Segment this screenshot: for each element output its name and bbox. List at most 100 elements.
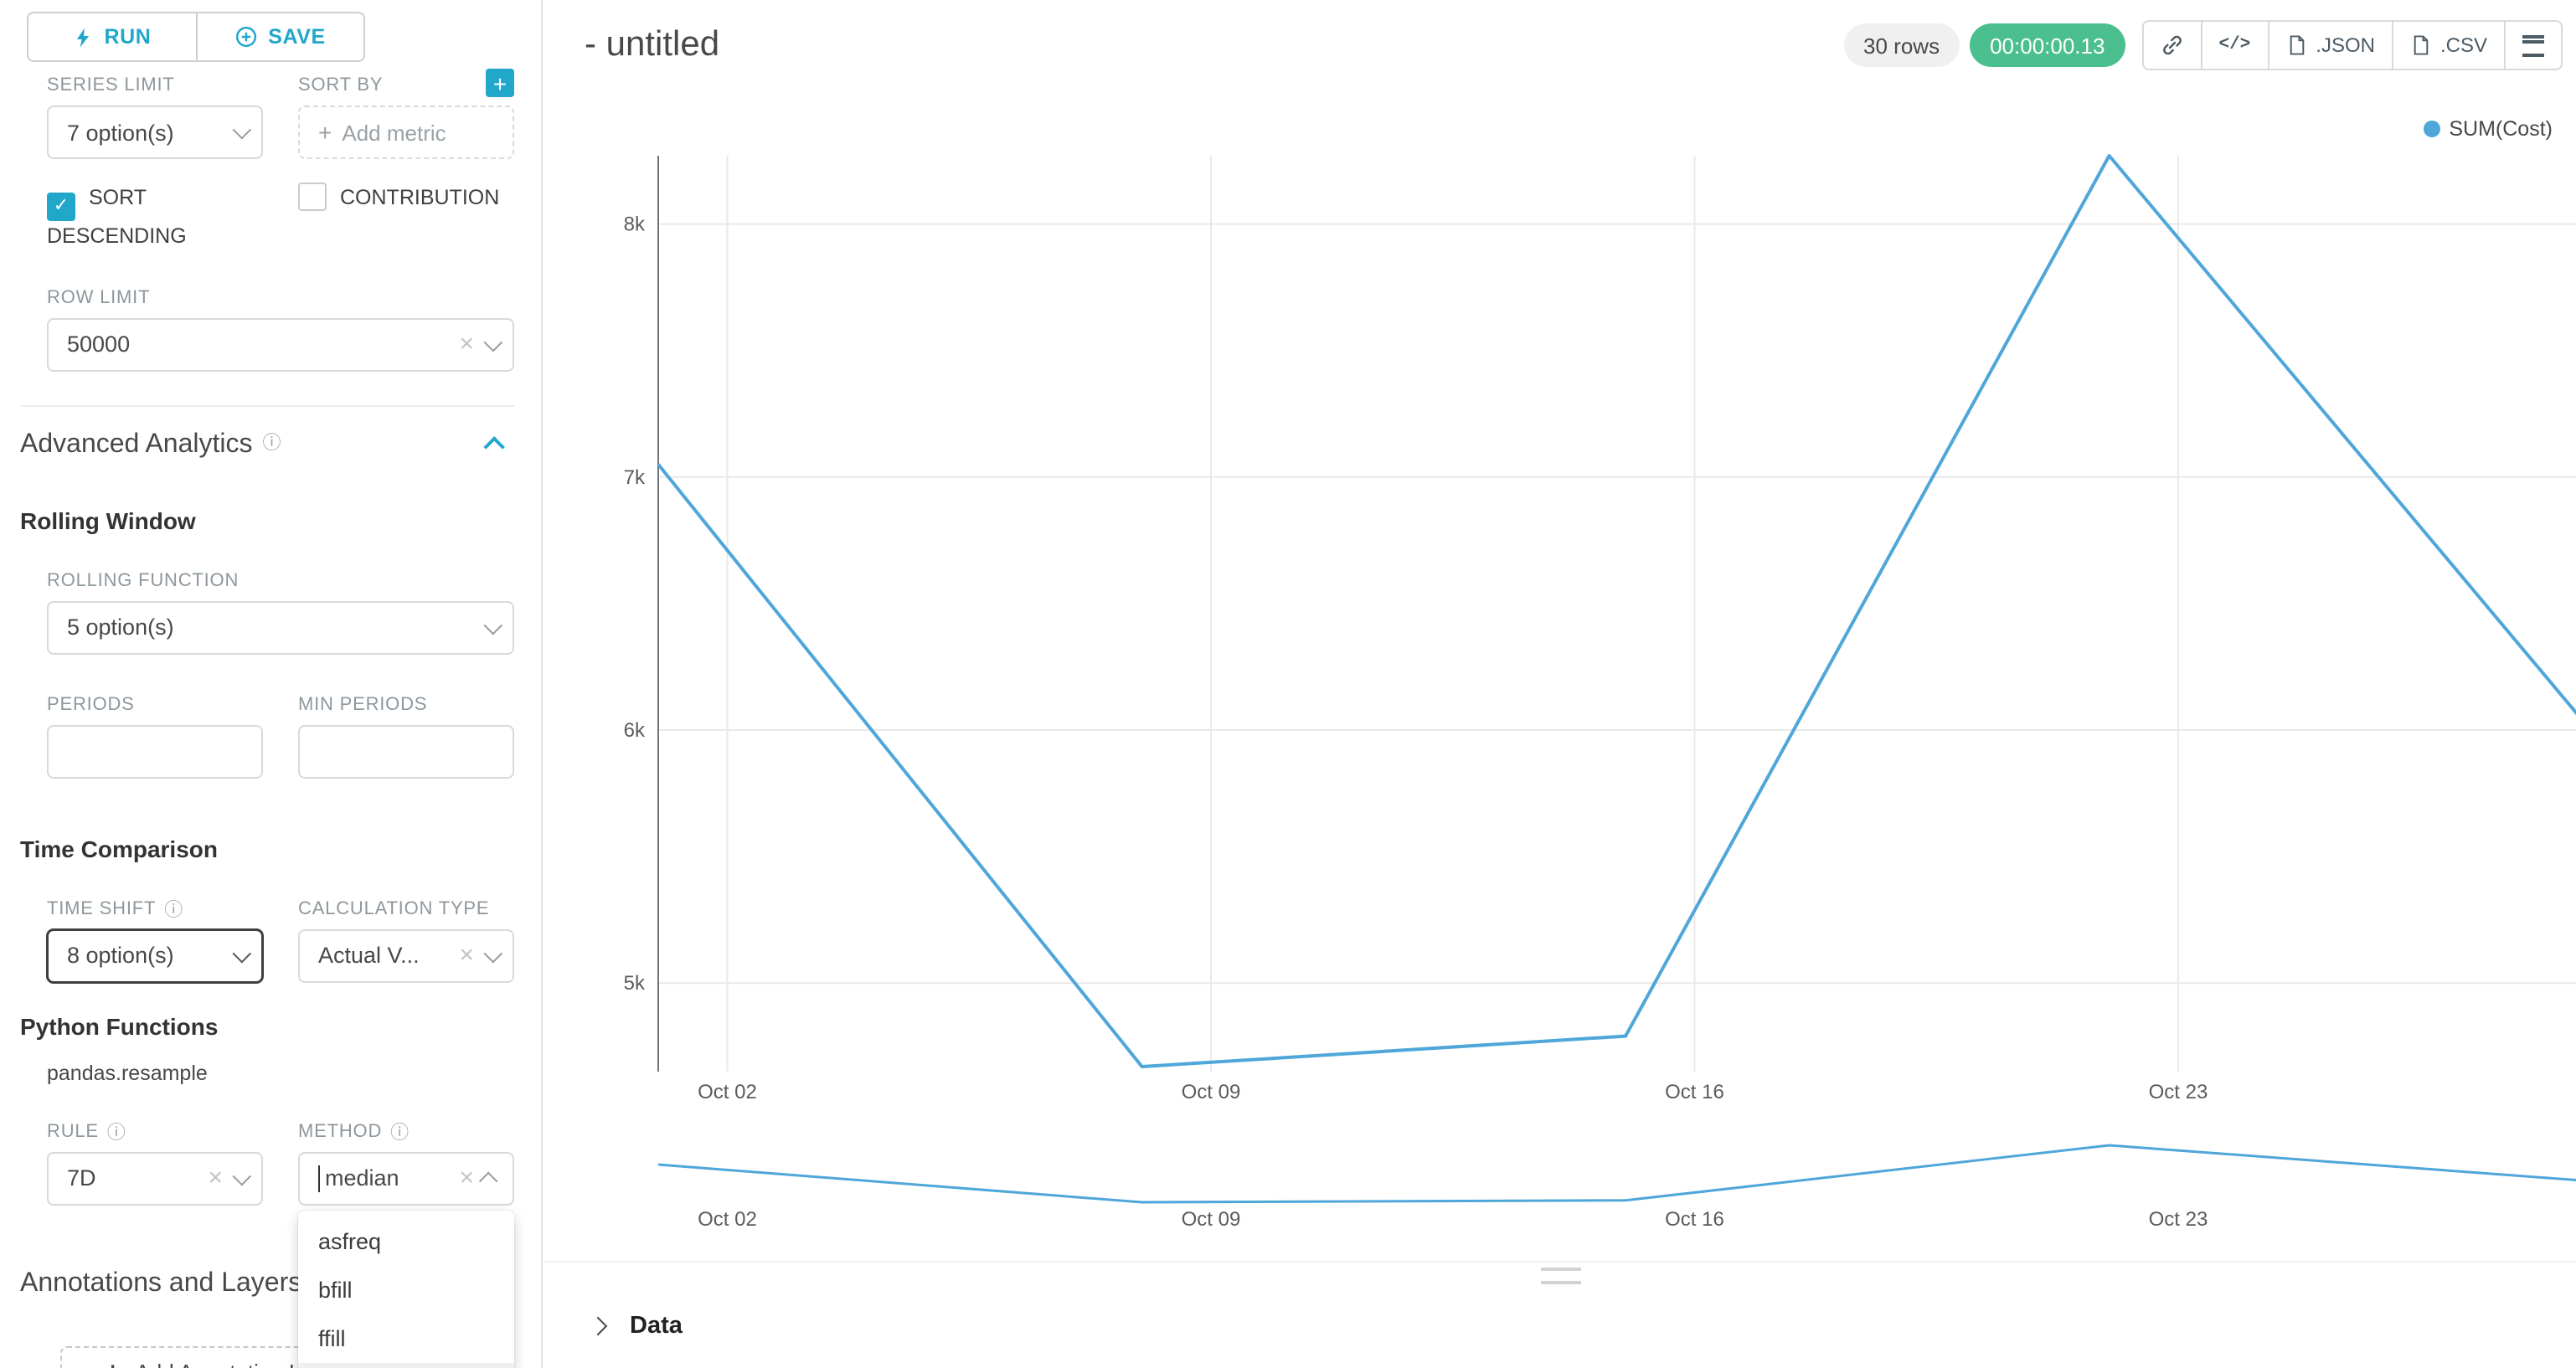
rolling-function-select[interactable]: 5 option(s) <box>47 600 514 654</box>
method-select[interactable]: median × <box>298 1151 514 1205</box>
y-tick-label: 6k <box>624 719 646 742</box>
advanced-analytics-title: Advanced Analytics <box>20 429 253 458</box>
rolling-function-value: 5 option(s) <box>67 615 174 640</box>
collapse-chevron-icon[interactable] <box>483 436 505 458</box>
x-tick-label: Oct 02 <box>698 1081 757 1103</box>
menu-item-ffill[interactable]: ffill <box>318 1325 346 1350</box>
contribution-checkbox[interactable]: CONTRIBUTION <box>298 183 514 250</box>
chart-zoom-preview[interactable]: Oct 02 Oct 09 Oct 16 Oct 23 <box>544 1125 2576 1239</box>
menu-item-bfill[interactable]: bfill <box>318 1277 353 1302</box>
time-shift-select[interactable]: 8 option(s) <box>47 928 263 982</box>
clear-icon[interactable]: × <box>459 941 474 969</box>
preview-x-tick-label: Oct 09 <box>1182 1208 1241 1231</box>
add-annotation-layer-label: Add Annotation Layer <box>135 1359 343 1368</box>
run-button-label: RUN <box>104 25 152 49</box>
sort-by-placeholder: Add metric <box>342 120 446 145</box>
copy-link-button[interactable] <box>2141 20 2202 70</box>
text-cursor <box>318 1165 320 1191</box>
annotations-header[interactable]: Annotations and Layers <box>20 1265 514 1302</box>
panel-resizer[interactable] <box>544 1261 2576 1284</box>
checkbox-icon: ✓ <box>47 192 75 220</box>
control-panel: RUN SAVE SERIES LIMIT 7 option(s) <box>0 0 543 1368</box>
chart-title[interactable]: - untitled <box>585 25 720 64</box>
export-json-button[interactable]: .JSON <box>2267 20 2393 70</box>
menu-item-median[interactable]: median <box>298 1362 514 1368</box>
export-json-label: .JSON <box>2316 33 2375 57</box>
rolling-window-title: Rolling Window <box>20 507 196 533</box>
advanced-analytics-header[interactable]: Advanced Analytics ⓘ <box>20 426 514 463</box>
rule-value: 7D <box>67 1165 96 1191</box>
time-shift-value: 8 option(s) <box>67 943 174 968</box>
min-periods-input[interactable] <box>298 724 514 778</box>
row-count-badge: 30 rows <box>1843 23 1960 67</box>
info-icon: ⓘ <box>390 1123 410 1143</box>
periods-label: PERIODS <box>47 694 135 714</box>
chart-panel: - untitled 30 rows 00:00:00.13 </> <box>544 0 2576 1368</box>
chevron-down-icon <box>232 943 252 963</box>
menu-item-asfreq[interactable]: asfreq <box>318 1228 382 1253</box>
clear-icon[interactable]: × <box>459 1164 474 1192</box>
chart-header-actions: 30 rows 00:00:00.13 </> <box>1843 20 2563 70</box>
time-shift-label: TIME SHIFT <box>47 898 157 918</box>
preview-x-tick-label: Oct 02 <box>698 1208 757 1231</box>
preview-x-tick-label: Oct 16 <box>1665 1208 1724 1231</box>
chevron-up-icon <box>478 1170 498 1191</box>
series-limit-label: SERIES LIMIT <box>47 75 175 95</box>
run-save-toolbar: RUN SAVE <box>27 12 365 62</box>
periods-input[interactable] <box>47 724 263 778</box>
drag-handle-icon <box>1540 1268 1580 1284</box>
preview-series-line <box>657 1144 2576 1204</box>
plus-circle-icon <box>236 26 257 48</box>
min-periods-label: MIN PERIODS <box>298 694 428 714</box>
series-limit-select[interactable]: 7 option(s) <box>47 105 263 159</box>
x-tick-label: Oct 16 <box>1665 1081 1724 1103</box>
run-button[interactable]: RUN <box>28 13 197 60</box>
row-limit-label: ROW LIMIT <box>47 287 151 307</box>
x-tick-label: Oct 23 <box>2149 1081 2208 1103</box>
link-icon <box>2162 35 2182 55</box>
chevron-down-icon <box>232 120 252 140</box>
legend-dot-icon <box>2424 121 2441 137</box>
sort-by-label: SORT BY <box>298 75 384 95</box>
row-limit-select[interactable]: 50000 × <box>47 317 514 371</box>
plus-icon: + <box>318 119 332 146</box>
method-label: METHOD <box>298 1121 383 1141</box>
embed-code-button[interactable]: </> <box>2200 20 2269 70</box>
sort-descending-checkbox[interactable]: ✓ SORT DESCENDING <box>47 183 263 250</box>
method-value: median <box>325 1165 399 1191</box>
data-panel-toggle[interactable]: Data <box>588 1313 683 1340</box>
add-metric-plus-button[interactable]: + <box>486 69 514 97</box>
rolling-function-label: ROLLING FUNCTION <box>47 570 240 590</box>
legend-item[interactable]: SUM(Cost) <box>2424 117 2553 141</box>
export-button-group: </> .JSON .CSV <box>2141 20 2563 70</box>
export-csv-button[interactable]: .CSV <box>2391 20 2506 70</box>
data-panel-title: Data <box>630 1313 683 1340</box>
code-icon: </> <box>2218 35 2251 55</box>
save-button[interactable]: SAVE <box>197 13 363 60</box>
chart-header: - untitled 30 rows 00:00:00.13 </> <box>544 0 2576 70</box>
sort-by-add-metric[interactable]: + Add metric <box>298 105 514 159</box>
info-icon: ⓘ <box>262 434 281 454</box>
x-tick-label: Oct 09 <box>1182 1081 1241 1103</box>
calculation-type-select[interactable]: Actual V... × <box>298 928 514 982</box>
series-line <box>657 154 2576 1068</box>
rule-select[interactable]: 7D × <box>47 1151 263 1205</box>
preview-x-tick-label: Oct 23 <box>2149 1208 2208 1231</box>
y-tick-label: 8k <box>624 213 646 236</box>
more-menu-button[interactable] <box>2504 20 2563 70</box>
clear-icon[interactable]: × <box>459 330 474 358</box>
python-functions-title: Python Functions <box>20 1012 219 1039</box>
info-icon: ⓘ <box>164 900 183 920</box>
section-divider <box>20 404 514 406</box>
pandas-resample-label: pandas.resample <box>47 1061 208 1084</box>
clear-icon[interactable]: × <box>208 1164 223 1192</box>
time-comparison-title: Time Comparison <box>20 835 218 861</box>
save-button-label: SAVE <box>268 25 326 49</box>
chevron-down-icon <box>483 615 503 635</box>
y-tick-label: 7k <box>624 466 646 489</box>
query-timer-badge: 00:00:00.13 <box>1970 23 2125 67</box>
calculation-type-label: CALCULATION TYPE <box>298 898 490 918</box>
calculation-type-value: Actual V... <box>318 943 420 968</box>
expand-chevron-icon <box>588 1316 608 1336</box>
export-csv-label: .CSV <box>2439 33 2487 57</box>
